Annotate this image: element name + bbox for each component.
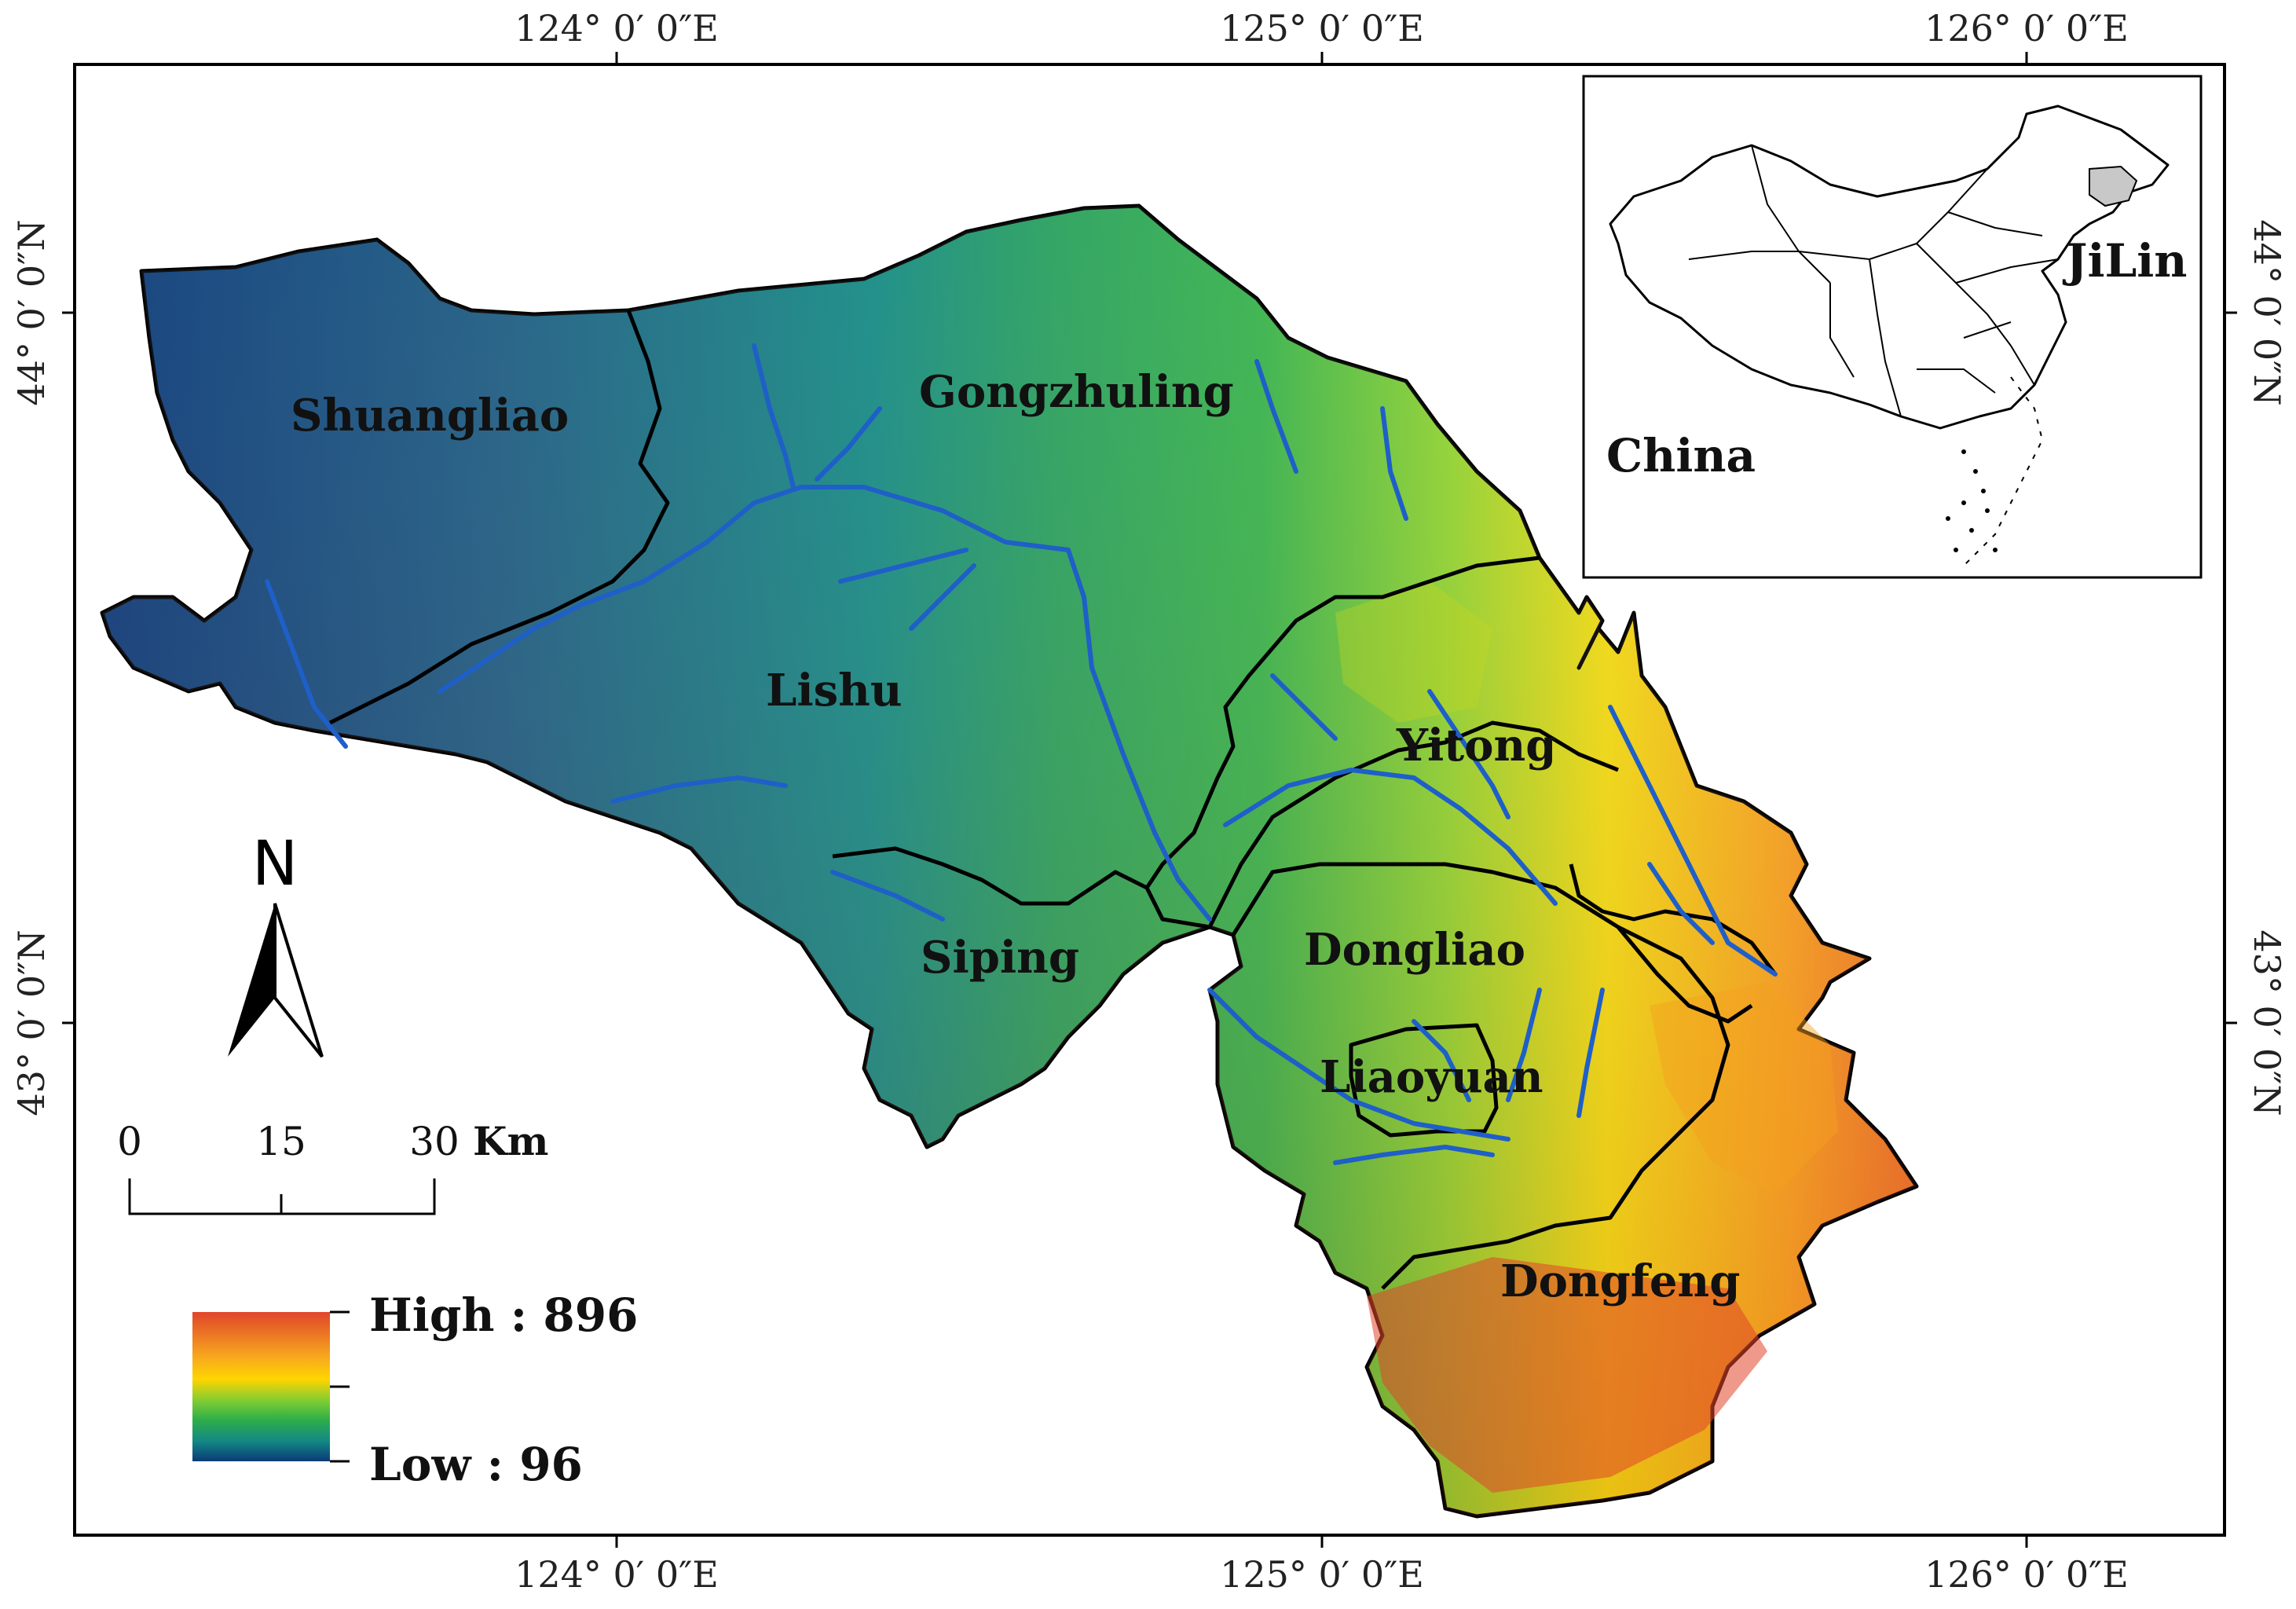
region-label-liaoyuan: Liaoyuan	[1320, 1051, 1543, 1103]
map-frame	[73, 63, 2226, 1537]
region-label-dongliao: Dongliao	[1304, 924, 1525, 976]
region-label-lishu: Lishu	[766, 665, 903, 717]
legend-high-label: High : 896	[369, 1288, 638, 1342]
study-area	[100, 203, 1919, 1519]
region-label-gongzhuling: Gongzhuling	[919, 366, 1234, 418]
legend-low-label: Low : 96	[369, 1438, 583, 1491]
top-tick-label-126: 126° 0′ 0″E	[1924, 7, 2129, 49]
bottom-tick-label-125: 125° 0′ 0″E	[1220, 1553, 1424, 1596]
north-arrow-label: N	[252, 829, 298, 900]
inset-china-outline	[1609, 104, 2170, 430]
inset-south-china-sea-islands	[1946, 449, 1998, 552]
elevation-legend: High : 896 Low : 96	[192, 1288, 638, 1491]
inset-province-lines	[1688, 145, 2059, 417]
inset-country-label: China	[1606, 429, 1756, 482]
region-label-yitong: Yitong	[1396, 720, 1556, 772]
north-arrow-dark-half	[228, 903, 275, 1057]
scale-bar: 0 15 30 Km	[117, 1118, 548, 1215]
north-arrow-light-half	[273, 903, 324, 1058]
region-label-dongfeng: Dongfeng	[1500, 1255, 1740, 1307]
county-boundaries	[328, 310, 1777, 1290]
locator-inset: JiLin China	[1582, 75, 2203, 579]
right-tick-label-44: 44° 0′ 0″N	[2246, 219, 2288, 405]
region-label-siping: Siping	[921, 932, 1079, 984]
north-arrow: N	[228, 829, 324, 1058]
left-tick-label-44: 44° 0′ 0″N	[10, 219, 53, 405]
inset-jilin-highlight	[2089, 165, 2138, 207]
inset-province-label: JiLin	[2062, 234, 2187, 288]
graticule-ticks	[62, 52, 2237, 1548]
left-tick-label-43: 43° 0′ 0″N	[10, 929, 53, 1116]
scale-label-15: 15	[256, 1119, 306, 1164]
region-label-shuangliao: Shuangliao	[291, 390, 569, 442]
legend-color-ramp	[192, 1312, 330, 1461]
bottom-tick-label-126: 126° 0′ 0″E	[1924, 1553, 2129, 1596]
right-tick-label-43: 43° 0′ 0″N	[2246, 929, 2288, 1116]
river-network	[265, 343, 1778, 1165]
top-tick-label-125: 125° 0′ 0″E	[1220, 7, 1424, 49]
scale-label-30: 30	[409, 1119, 460, 1164]
scale-label-0: 0	[117, 1119, 142, 1164]
bottom-tick-label-124: 124° 0′ 0″E	[514, 1553, 719, 1596]
scale-unit: Km	[473, 1118, 548, 1164]
top-tick-label-124: 124° 0′ 0″E	[514, 7, 719, 49]
